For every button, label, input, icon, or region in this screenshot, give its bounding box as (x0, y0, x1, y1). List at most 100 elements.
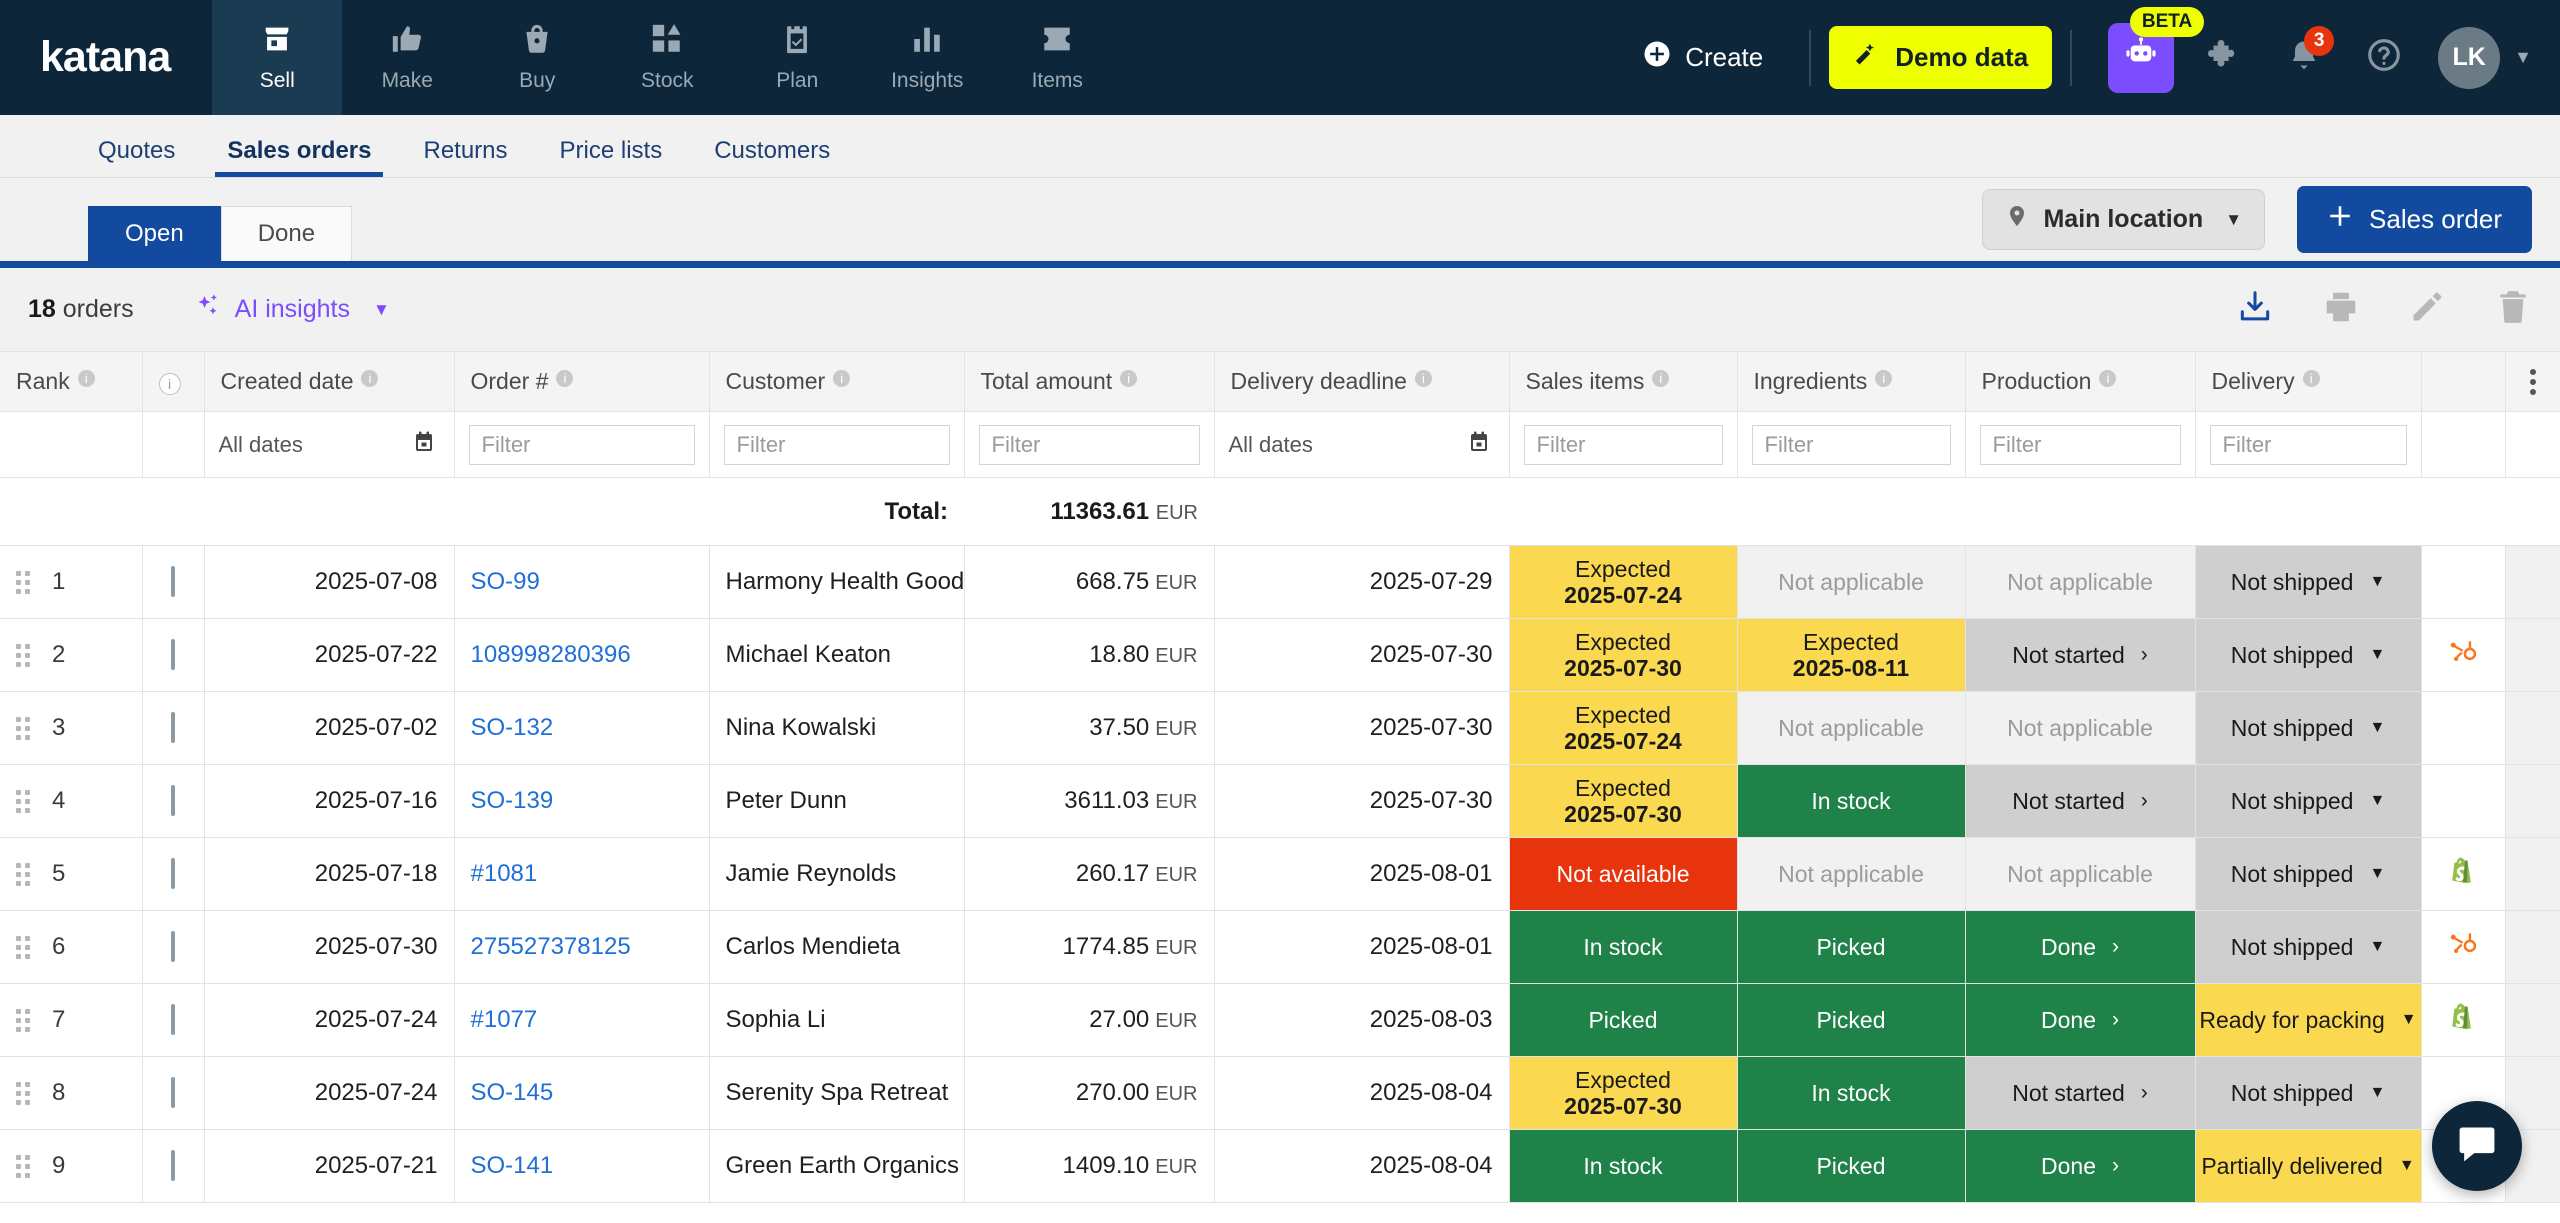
filter-production-input[interactable]: Filter (1979, 424, 2181, 465)
row-checkbox[interactable] (171, 639, 175, 670)
chevron-right-icon[interactable]: › (2111, 934, 2119, 958)
chevron-right-icon[interactable]: › (2140, 642, 2148, 666)
nav-item-insights[interactable]: Insights (862, 0, 992, 115)
info-icon[interactable]: i (77, 370, 95, 387)
tab-returns[interactable]: Returns (423, 137, 508, 164)
cell-select[interactable] (142, 910, 205, 984)
chevron-down-icon[interactable]: ▼ (2369, 791, 2386, 809)
cell-select[interactable] (142, 983, 205, 1057)
row-checkbox[interactable] (171, 1077, 175, 1108)
tab-customers[interactable]: Customers (714, 137, 831, 164)
col-delivery-deadline[interactable]: Delivery deadline i (1214, 351, 1510, 412)
info-icon[interactable]: i (158, 373, 181, 395)
filter-sales-items-input[interactable]: Filter (1523, 424, 1723, 465)
filter-ingredients[interactable]: Filter (1737, 411, 1966, 478)
cell-production-status[interactable]: Done › (1965, 983, 2196, 1057)
filter-customer-input[interactable]: Filter (723, 424, 950, 465)
chevron-down-icon[interactable]: ▼ (2398, 1156, 2415, 1174)
table-row[interactable]: 7 2025-07-24 #1077 Sophia Li 27.00 EUR 20… (0, 983, 2560, 1057)
cell-production-status[interactable]: Not applicable (1965, 545, 2196, 619)
drag-handle-icon[interactable] (16, 1081, 30, 1105)
ai-insights-button[interactable]: AI insights ▼ (194, 292, 390, 327)
cell-delivery-status[interactable]: Partially delivered ▼ (2195, 1129, 2422, 1203)
print-button[interactable] (2322, 288, 2360, 331)
integrations-button[interactable] (2192, 26, 2256, 90)
chevron-down-icon[interactable]: ▼ (2369, 645, 2386, 663)
order-link[interactable]: SO-139 (470, 787, 554, 814)
table-row[interactable]: 3 2025-07-02 SO-132 Nina Kowalski 37.50 E… (0, 691, 2560, 765)
filter-total-amount-input[interactable]: Filter (978, 424, 1200, 465)
demo-data-button[interactable]: Demo data (1829, 26, 2053, 89)
cell-production-status[interactable]: Done › (1965, 910, 2196, 984)
cell-production-status[interactable]: Done › (1965, 1129, 2196, 1203)
filter-delivery-input[interactable]: Filter (2209, 424, 2407, 465)
cell-production-status[interactable]: Not started › (1965, 618, 2196, 692)
nav-item-plan[interactable]: Plan (732, 0, 862, 115)
order-link[interactable]: #1077 (470, 1006, 538, 1033)
chevron-down-icon[interactable]: ▼ (2369, 718, 2386, 736)
col-created-date[interactable]: Created date i (204, 351, 455, 412)
cell-ingredients-status[interactable]: Not applicable (1737, 545, 1966, 619)
info-icon[interactable]: i (2099, 370, 2117, 387)
col-delivery[interactable]: Delivery i (2195, 351, 2422, 412)
tab-price-lists[interactable]: Price lists (559, 137, 663, 164)
notifications-button[interactable]: 3 (2272, 25, 2336, 90)
col-order-number[interactable]: Order # i (454, 351, 710, 412)
table-row[interactable]: 1 2025-07-08 SO-99 Harmony Health Goods … (0, 545, 2560, 619)
cell-ingredients-status[interactable]: In stock (1737, 1056, 1966, 1130)
chevron-down-icon[interactable]: ▼ (2369, 937, 2386, 955)
cell-order-number[interactable]: #1081 (454, 837, 710, 911)
tab-quotes[interactable]: Quotes (98, 137, 176, 164)
info-icon[interactable]: i (1652, 370, 1670, 387)
chevron-right-icon[interactable]: › (2111, 1007, 2119, 1031)
cell-sales-items-status[interactable]: Expected 2025-07-30 (1509, 1056, 1738, 1130)
cell-sales-items-status[interactable]: Expected 2025-07-24 (1509, 691, 1738, 765)
edit-button[interactable] (2408, 288, 2446, 331)
column-options-icon[interactable] (2522, 368, 2544, 395)
filter-customer[interactable]: Filter (709, 411, 965, 478)
nav-item-stock[interactable]: Stock (602, 0, 732, 115)
col-production[interactable]: Production i (1965, 351, 2196, 412)
calendar-icon[interactable] (1467, 430, 1491, 460)
cell-select[interactable] (142, 618, 205, 692)
cell-select[interactable] (142, 1129, 205, 1203)
cell-production-status[interactable]: Not applicable (1965, 837, 2196, 911)
cell-delivery-status[interactable]: Not shipped ▼ (2195, 837, 2422, 911)
row-checkbox[interactable] (171, 858, 175, 889)
cell-order-number[interactable]: SO-139 (454, 764, 710, 838)
add-sales-order-button[interactable]: Sales order (2297, 186, 2532, 253)
cell-select[interactable] (142, 837, 205, 911)
chevron-down-icon[interactable]: ▼ (2369, 864, 2386, 882)
cell-delivery-status[interactable]: Not shipped ▼ (2195, 691, 2422, 765)
cell-production-status[interactable]: Not started › (1965, 1056, 2196, 1130)
table-row[interactable]: 5 2025-07-18 #1081 Jamie Reynolds 260.17… (0, 837, 2560, 911)
cell-ingredients-status[interactable]: In stock (1737, 764, 1966, 838)
row-checkbox[interactable] (171, 1150, 175, 1181)
cell-order-number[interactable]: #1077 (454, 983, 710, 1057)
order-link[interactable]: 275527378125 (470, 933, 631, 960)
info-icon[interactable]: i (833, 370, 851, 387)
cell-ingredients-status[interactable]: Expected 2025-08-11 (1737, 618, 1966, 692)
order-link[interactable]: SO-141 (470, 1152, 554, 1179)
cell-sales-items-status[interactable]: In stock (1509, 910, 1738, 984)
order-link[interactable]: 108998280396 (470, 641, 631, 668)
drag-handle-icon[interactable] (16, 1154, 30, 1178)
chevron-down-icon[interactable]: ▼ (2514, 47, 2532, 67)
nav-item-items[interactable]: Items (992, 0, 1122, 115)
col-sales-items[interactable]: Sales items i (1509, 351, 1738, 412)
cell-sales-items-status[interactable]: Picked (1509, 983, 1738, 1057)
drag-handle-icon[interactable] (16, 862, 30, 886)
chevron-down-icon[interactable]: ▼ (2369, 1083, 2386, 1101)
table-row[interactable]: 8 2025-07-24 SO-145 Serenity Spa Retreat… (0, 1056, 2560, 1130)
info-icon[interactable]: i (2302, 370, 2320, 387)
cell-ingredients-status[interactable]: Picked (1737, 910, 1966, 984)
col-total-amount[interactable]: Total amount i (964, 351, 1215, 412)
cell-delivery-status[interactable]: Ready for packing ▼ (2195, 983, 2422, 1057)
filter-created-date[interactable]: All dates (204, 411, 455, 478)
cell-ingredients-status[interactable]: Not applicable (1737, 837, 1966, 911)
location-selector[interactable]: Main location ▼ (1982, 189, 2266, 250)
cell-ingredients-status[interactable]: Picked (1737, 983, 1966, 1057)
info-icon[interactable]: i (1120, 370, 1138, 387)
filter-sales-items[interactable]: Filter (1509, 411, 1738, 478)
row-checkbox[interactable] (171, 785, 175, 816)
